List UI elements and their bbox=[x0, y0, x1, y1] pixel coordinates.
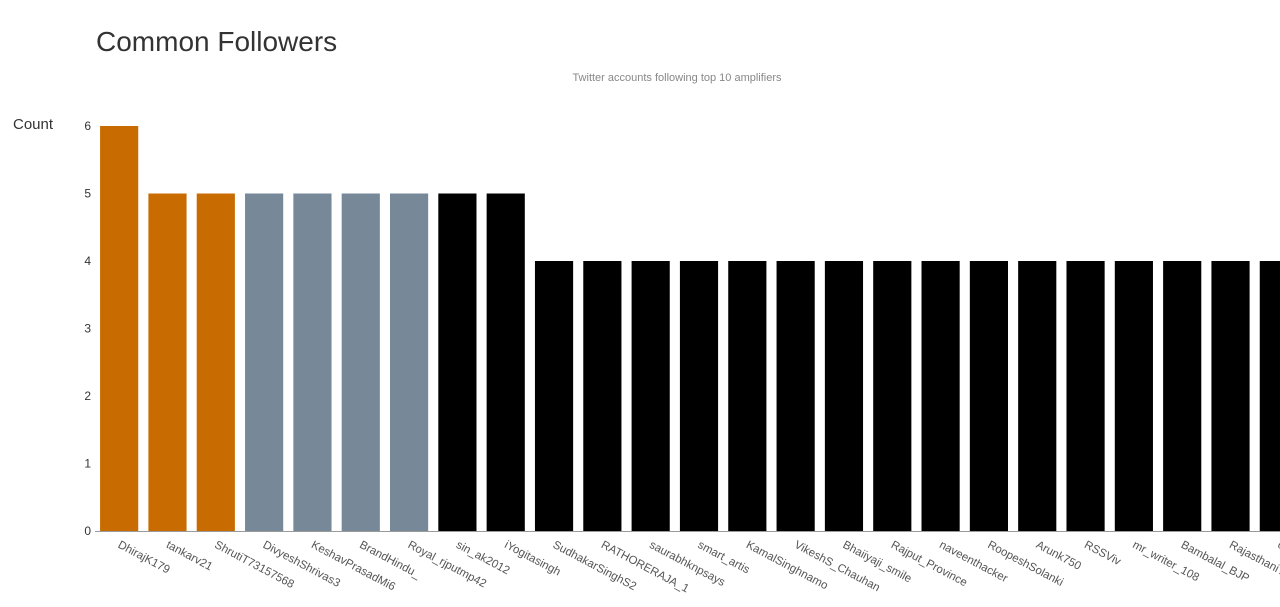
bar[interactable] bbox=[1066, 261, 1105, 531]
x-axis-labels: DhirajK179tankarv21ShrutiT73157568Divyes… bbox=[116, 539, 1280, 595]
y-tick-label: 5 bbox=[84, 187, 91, 201]
bar[interactable] bbox=[1163, 261, 1202, 531]
bar[interactable] bbox=[341, 193, 380, 532]
y-tick-label: 3 bbox=[84, 322, 91, 336]
bar[interactable] bbox=[245, 193, 284, 532]
y-tick-label: 0 bbox=[84, 524, 91, 538]
x-tick-label: SudhakarSinghS2 bbox=[551, 539, 638, 593]
bar[interactable] bbox=[534, 261, 574, 531]
bar[interactable] bbox=[631, 261, 670, 531]
x-tick-label: DhirajK179 bbox=[116, 539, 172, 576]
bar[interactable] bbox=[1018, 261, 1057, 531]
bar[interactable] bbox=[921, 261, 960, 531]
y-tick-label: 2 bbox=[84, 389, 91, 403]
x-tick-label: tankarv21 bbox=[164, 539, 214, 573]
x-tick-label: VikeshS_Chauhan bbox=[792, 539, 882, 594]
x-tick-label: ShrutiT73157568 bbox=[212, 539, 296, 591]
bar[interactable] bbox=[873, 261, 912, 531]
y-axis-ticks: 0 1 2 3 4 5 6 bbox=[84, 119, 91, 538]
bar[interactable] bbox=[1114, 261, 1153, 531]
bar[interactable] bbox=[1259, 261, 1280, 531]
bar[interactable] bbox=[583, 261, 622, 531]
x-tick-label: KamalSinghnamo bbox=[744, 539, 830, 592]
x-tick-label: KeshavPrasadMi6 bbox=[309, 539, 397, 593]
chart-subtitle: Twitter accounts following top 10 amplif… bbox=[572, 72, 782, 84]
bar[interactable] bbox=[148, 193, 187, 532]
y-tick-label: 6 bbox=[84, 119, 91, 133]
bar[interactable] bbox=[969, 261, 1009, 531]
bar[interactable] bbox=[776, 261, 815, 531]
bar[interactable] bbox=[100, 126, 139, 531]
bar[interactable] bbox=[728, 261, 767, 531]
bar[interactable] bbox=[196, 193, 235, 532]
x-tick-label: RajasthaniTweet bbox=[1227, 539, 1280, 590]
x-tick-label: RATHORERAJA_1 bbox=[599, 539, 691, 595]
y-tick-label: 1 bbox=[84, 457, 91, 471]
bar[interactable] bbox=[486, 193, 525, 532]
y-axis-label: Count bbox=[13, 116, 54, 133]
bar[interactable] bbox=[438, 193, 477, 532]
bar[interactable] bbox=[824, 261, 864, 531]
bar[interactable] bbox=[679, 261, 719, 531]
y-tick-label: 4 bbox=[84, 254, 91, 268]
bar[interactable] bbox=[1211, 261, 1250, 531]
bar[interactable] bbox=[293, 193, 332, 532]
bars bbox=[100, 126, 1280, 531]
x-tick-label: RSSViv bbox=[1082, 539, 1123, 568]
bar[interactable] bbox=[389, 193, 429, 532]
chart-title: Common Followers bbox=[96, 26, 338, 57]
